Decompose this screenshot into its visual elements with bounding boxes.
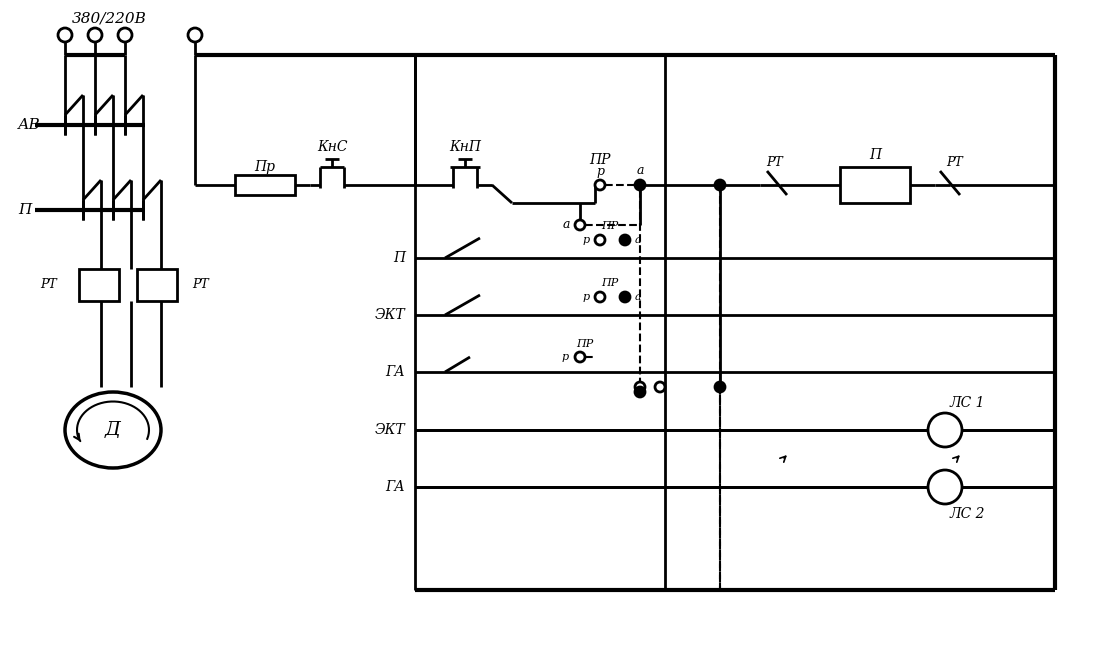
Text: p: p: [582, 292, 590, 302]
Text: ЛС 2: ЛС 2: [950, 507, 986, 521]
Text: ЭКТ: ЭКТ: [374, 308, 405, 322]
Circle shape: [58, 28, 72, 42]
Text: a: a: [635, 235, 641, 245]
Circle shape: [928, 470, 962, 504]
Circle shape: [715, 382, 725, 392]
Text: ЛС 1: ЛС 1: [950, 396, 986, 410]
Circle shape: [595, 235, 605, 245]
Text: РТ: РТ: [767, 157, 783, 170]
Text: РТ: РТ: [193, 278, 209, 291]
Ellipse shape: [65, 392, 161, 468]
Text: П: П: [18, 203, 32, 217]
Text: a: a: [635, 292, 641, 302]
Circle shape: [118, 28, 132, 42]
Text: ГА: ГА: [385, 480, 405, 494]
Text: ЭКТ: ЭКТ: [374, 423, 405, 437]
Circle shape: [575, 220, 585, 230]
Circle shape: [635, 382, 645, 392]
Circle shape: [188, 28, 202, 42]
Text: Пр: Пр: [255, 160, 276, 174]
Circle shape: [620, 292, 630, 302]
Text: ПР: ПР: [577, 339, 594, 349]
Text: a: a: [562, 218, 570, 231]
Text: П: П: [393, 251, 405, 265]
Text: КнП: КнП: [449, 140, 481, 154]
Text: АВ: АВ: [18, 118, 40, 132]
Text: П: П: [869, 148, 881, 162]
Text: ПР: ПР: [602, 221, 618, 231]
Circle shape: [620, 235, 630, 245]
Circle shape: [635, 180, 645, 190]
Circle shape: [635, 387, 645, 397]
Bar: [235, 175, 295, 195]
Text: ГА: ГА: [385, 365, 405, 379]
Text: ПР: ПР: [602, 278, 618, 288]
Text: p: p: [561, 352, 569, 362]
Circle shape: [928, 413, 962, 447]
Bar: [79, 269, 119, 301]
Bar: [840, 167, 910, 203]
Text: p: p: [582, 235, 590, 245]
Text: ПР: ПР: [590, 153, 610, 167]
Circle shape: [655, 382, 665, 392]
Text: a: a: [637, 164, 643, 177]
Text: 380/220В: 380/220В: [72, 11, 147, 25]
Circle shape: [575, 352, 585, 362]
Text: Д: Д: [105, 421, 121, 439]
Bar: [137, 269, 177, 301]
Text: КнС: КнС: [317, 140, 347, 154]
Circle shape: [595, 292, 605, 302]
Text: РТ: РТ: [40, 278, 57, 291]
Text: РТ: РТ: [946, 157, 964, 170]
Circle shape: [715, 180, 725, 190]
Text: p: p: [596, 164, 604, 177]
Circle shape: [88, 28, 102, 42]
Circle shape: [595, 180, 605, 190]
